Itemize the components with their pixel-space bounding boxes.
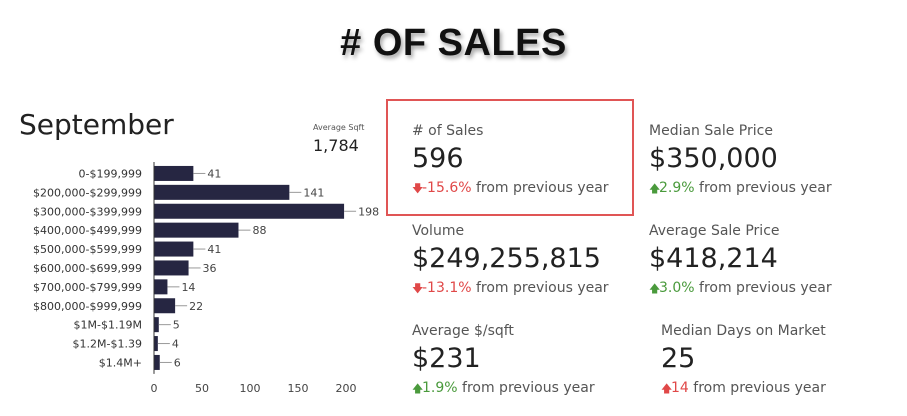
average-sqft-label: Average Sqft xyxy=(313,123,365,132)
category-label: 0-$199,999 xyxy=(79,167,142,180)
kpi-change-pct: 2.9% xyxy=(659,180,695,196)
bar xyxy=(154,336,158,352)
bar xyxy=(154,260,189,276)
kpi-median-days-on-market: Median Days on Market 25 🡅14 from previo… xyxy=(661,323,826,398)
kpi-average-price-per-sqft: Average $/sqft $231 🡅1.9% from previous … xyxy=(412,323,595,398)
category-label: $500,000-$599,999 xyxy=(33,243,142,256)
x-tick-label: 50 xyxy=(195,382,209,395)
kpi-change-suffix: from previous year xyxy=(475,280,609,296)
kpi-change: 🡅2.9% from previous year xyxy=(649,179,832,198)
arrow-up-icon: 🡅 xyxy=(661,382,673,395)
value-label: 5 xyxy=(173,319,180,332)
category-label: $200,000-$299,999 xyxy=(33,186,142,199)
x-tick-label: 0 xyxy=(151,382,158,395)
kpi-change-pct: -13.1% xyxy=(422,280,472,296)
value-label: 14 xyxy=(181,281,195,294)
kpi-number-of-sales: # of Sales 596 🡇-15.6% from previous yea… xyxy=(412,123,609,198)
kpi-change-suffix: from previous year xyxy=(462,380,595,396)
category-label: $400,000-$499,999 xyxy=(33,224,142,237)
value-label: 41 xyxy=(207,167,221,180)
month-label: September xyxy=(19,108,174,141)
kpi-label: Median Days on Market xyxy=(661,323,826,339)
sales-highlight-box xyxy=(386,99,634,216)
value-label: 198 xyxy=(358,205,379,218)
bar xyxy=(154,354,160,370)
kpi-label: # of Sales xyxy=(412,123,484,139)
kpi-label: Median Sale Price xyxy=(649,123,773,139)
value-label: 41 xyxy=(207,243,221,256)
kpi-change: 🡇-15.6% from previous year xyxy=(412,179,609,198)
kpi-change-pct: 3.0% xyxy=(659,280,695,296)
kpi-median-sale-price: Median Sale Price $350,000 🡅2.9% from pr… xyxy=(649,123,832,198)
kpi-change: 🡅3.0% from previous year xyxy=(649,279,832,298)
kpi-change: 🡅14 from previous year xyxy=(661,379,826,398)
bar xyxy=(154,241,194,257)
bar xyxy=(154,317,159,333)
value-label: 141 xyxy=(303,186,324,199)
average-sqft-value: 1,784 xyxy=(313,136,359,155)
category-label: $700,000-$799,999 xyxy=(33,281,142,294)
arrow-up-icon: 🡅 xyxy=(649,182,661,195)
kpi-value: 596 xyxy=(412,143,464,174)
arrow-down-icon: 🡇 xyxy=(412,282,424,295)
kpi-change-suffix: from previous year xyxy=(699,280,832,296)
kpi-value: $418,214 xyxy=(649,243,778,274)
x-tick-label: 150 xyxy=(288,382,309,395)
kpi-label: Average Sale Price xyxy=(649,223,780,239)
kpi-value: $249,255,815 xyxy=(412,243,601,274)
bar xyxy=(154,165,194,181)
category-label: $1.4M+ xyxy=(99,356,142,369)
kpi-change-suffix: from previous year xyxy=(475,180,609,196)
x-tick-label: 200 xyxy=(336,382,357,395)
bar xyxy=(154,279,168,295)
kpi-average-sale-price: Average Sale Price $418,214 🡅3.0% from p… xyxy=(649,223,832,298)
kpi-value: 25 xyxy=(661,343,696,374)
value-label: 36 xyxy=(203,262,217,275)
arrow-up-icon: 🡅 xyxy=(412,382,424,395)
value-label: 22 xyxy=(189,300,203,313)
bar xyxy=(154,203,345,219)
kpi-change: 🡅1.9% from previous year xyxy=(412,379,595,398)
category-label: $300,000-$399,999 xyxy=(33,205,142,218)
bar xyxy=(154,184,290,200)
kpi-change-pct: 1.9% xyxy=(422,380,458,396)
kpi-change-pct: 14 xyxy=(671,380,689,396)
sales-by-price-chart: 0-$199,999 41 $200,000-$299,999 141 $300,000… xyxy=(33,162,379,395)
value-label: 6 xyxy=(174,356,181,369)
value-label: 4 xyxy=(172,338,179,351)
page-title: # OF SALES xyxy=(340,22,567,64)
kpi-volume: Volume $249,255,815 🡇-13.1% from previou… xyxy=(412,223,609,298)
value-label: 88 xyxy=(252,224,266,237)
kpi-label: Average $/sqft xyxy=(412,323,514,339)
kpi-value: $231 xyxy=(412,343,481,374)
kpi-change-pct: -15.6% xyxy=(422,180,472,196)
kpi-change: 🡇-13.1% from previous year xyxy=(412,279,609,298)
category-label: $1.2M-$1.39 xyxy=(73,338,142,351)
kpi-change-suffix: from previous year xyxy=(693,380,826,396)
category-label: $800,000-$999,999 xyxy=(33,300,142,313)
arrow-down-icon: 🡇 xyxy=(412,182,424,195)
arrow-up-icon: 🡅 xyxy=(649,282,661,295)
x-tick-label: 100 xyxy=(240,382,261,395)
kpi-change-suffix: from previous year xyxy=(699,180,832,196)
category-label: $1M-$1.19M xyxy=(74,319,142,332)
bar xyxy=(154,222,239,238)
category-label: $600,000-$699,999 xyxy=(33,262,142,275)
kpi-value: $350,000 xyxy=(649,143,778,174)
bar xyxy=(154,298,176,314)
kpi-label: Volume xyxy=(412,223,465,239)
